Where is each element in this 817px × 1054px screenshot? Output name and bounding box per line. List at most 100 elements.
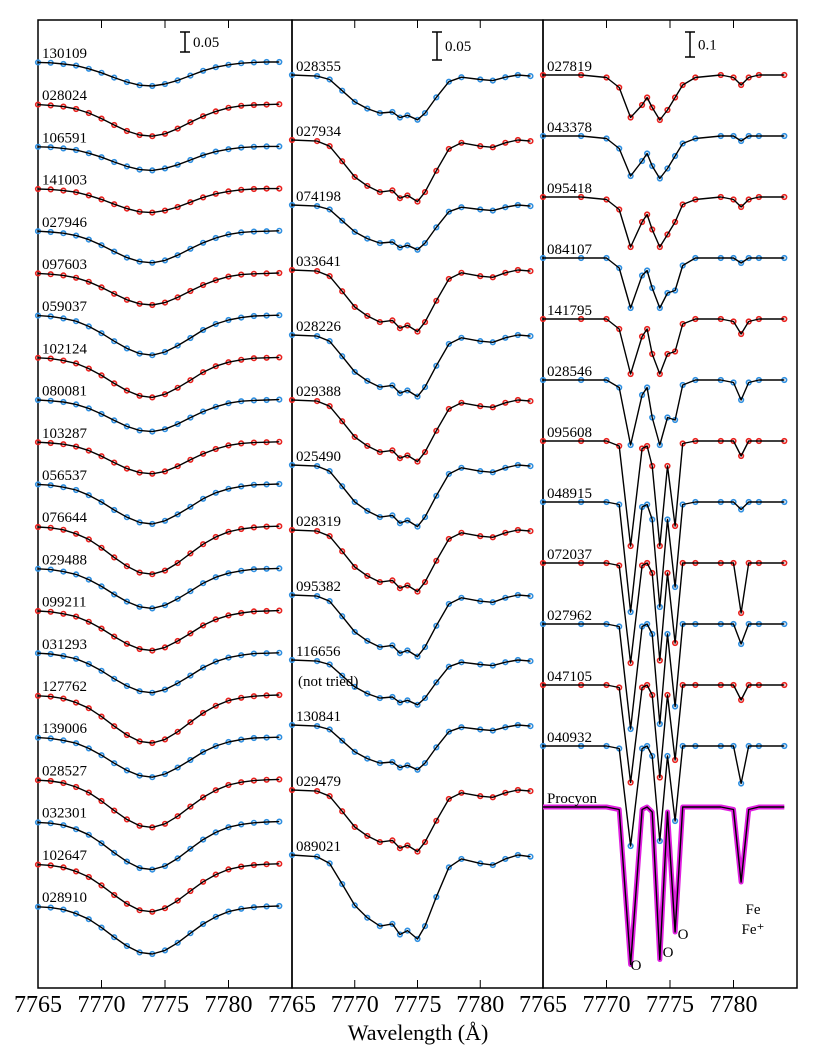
observed-point xyxy=(339,548,346,555)
observed-point xyxy=(638,218,646,226)
x-tick-label: 7770 xyxy=(583,992,631,1018)
star-label: 028024 xyxy=(42,88,88,104)
observed-point xyxy=(187,245,194,252)
star-label: 059037 xyxy=(42,299,88,315)
observed-point xyxy=(656,175,663,182)
observed-point xyxy=(111,338,118,345)
observed-point xyxy=(98,797,105,805)
star-label: 074198 xyxy=(296,189,341,205)
observed-point xyxy=(656,304,663,312)
star-label: 099211 xyxy=(42,595,86,611)
observed-point xyxy=(664,231,671,238)
observed-point xyxy=(212,533,219,541)
observed-point xyxy=(111,807,118,814)
star-label: 027946 xyxy=(42,215,88,231)
observed-point xyxy=(187,503,194,510)
observed-point xyxy=(200,580,207,587)
observed-point xyxy=(200,326,207,334)
observed-point xyxy=(433,622,440,629)
observed-point xyxy=(664,165,671,172)
observed-point xyxy=(123,767,130,774)
spectrum-line xyxy=(291,139,531,203)
observed-point xyxy=(174,939,181,946)
observed-point xyxy=(644,150,651,157)
observed-point xyxy=(421,239,429,247)
observed-point xyxy=(364,182,371,190)
spectrum-line xyxy=(37,778,280,829)
star-label: 139006 xyxy=(42,721,88,737)
observed-point xyxy=(339,418,346,425)
observed-point xyxy=(445,470,452,478)
observed-point xyxy=(404,647,411,654)
spectrum-line xyxy=(543,74,785,121)
spectrum-line xyxy=(37,441,280,475)
star-label: 080081 xyxy=(42,384,87,400)
observed-point xyxy=(679,140,686,147)
observed-point xyxy=(364,690,371,697)
observed-point xyxy=(200,495,207,502)
star-label: 029388 xyxy=(296,384,341,400)
spectrum-line xyxy=(37,314,280,356)
scale-bar-label: 0.05 xyxy=(193,35,219,51)
observed-point xyxy=(187,887,194,895)
x-tick-label: 7765 xyxy=(519,992,567,1018)
observed-point xyxy=(679,201,686,208)
observed-point xyxy=(187,803,194,810)
spectrum-line xyxy=(291,789,531,853)
observed-point xyxy=(414,848,421,855)
annotation: O xyxy=(663,945,674,961)
observed-point xyxy=(326,468,333,475)
observed-point xyxy=(174,680,181,687)
spectrum-line xyxy=(37,356,280,399)
observed-point xyxy=(200,920,207,928)
observed-point xyxy=(364,105,371,112)
star-label: 029479 xyxy=(296,774,341,790)
spectrum-line xyxy=(291,854,531,940)
star-label: 095418 xyxy=(547,181,592,197)
spectrum-line xyxy=(543,379,785,446)
star-label: 028910 xyxy=(42,890,87,906)
observed-point xyxy=(174,637,181,645)
spectrum-line xyxy=(37,145,280,172)
spectrum-line xyxy=(37,736,280,778)
observed-point xyxy=(364,442,371,450)
observed-point xyxy=(364,507,371,515)
observed-point xyxy=(404,452,411,459)
observed-point xyxy=(98,713,105,720)
observed-point xyxy=(339,87,346,94)
observed-point xyxy=(111,760,118,767)
observed-point xyxy=(98,882,105,889)
observed-point xyxy=(85,831,92,838)
star-label: 027934 xyxy=(296,124,342,140)
observed-point xyxy=(85,745,92,752)
observed-point xyxy=(414,198,421,205)
observed-point xyxy=(85,536,92,543)
scale-bar-label: 0.1 xyxy=(698,38,717,54)
observed-point xyxy=(111,158,118,166)
observed-point xyxy=(421,923,429,930)
observed-point xyxy=(111,248,118,255)
observed-point xyxy=(187,414,194,421)
spectrum-line xyxy=(37,398,280,433)
spectrum-line xyxy=(291,269,531,333)
observed-point xyxy=(433,893,440,901)
observed-point xyxy=(212,871,219,878)
star-label: 048915 xyxy=(547,486,592,502)
observed-point xyxy=(174,511,181,518)
observed-point xyxy=(445,728,452,735)
observed-point xyxy=(421,759,429,767)
observed-point xyxy=(98,544,105,551)
observed-point xyxy=(123,942,130,950)
observed-point xyxy=(433,817,440,824)
observed-point xyxy=(174,595,181,602)
observed-point xyxy=(445,663,452,670)
observed-point xyxy=(445,864,452,871)
observed-point xyxy=(200,878,207,885)
observed-point xyxy=(421,383,429,391)
star-label: 056537 xyxy=(42,468,88,484)
observed-point xyxy=(414,588,421,595)
observed-point xyxy=(123,682,130,690)
observed-point xyxy=(638,101,646,109)
observed-point xyxy=(174,813,181,820)
observed-point xyxy=(351,498,358,506)
